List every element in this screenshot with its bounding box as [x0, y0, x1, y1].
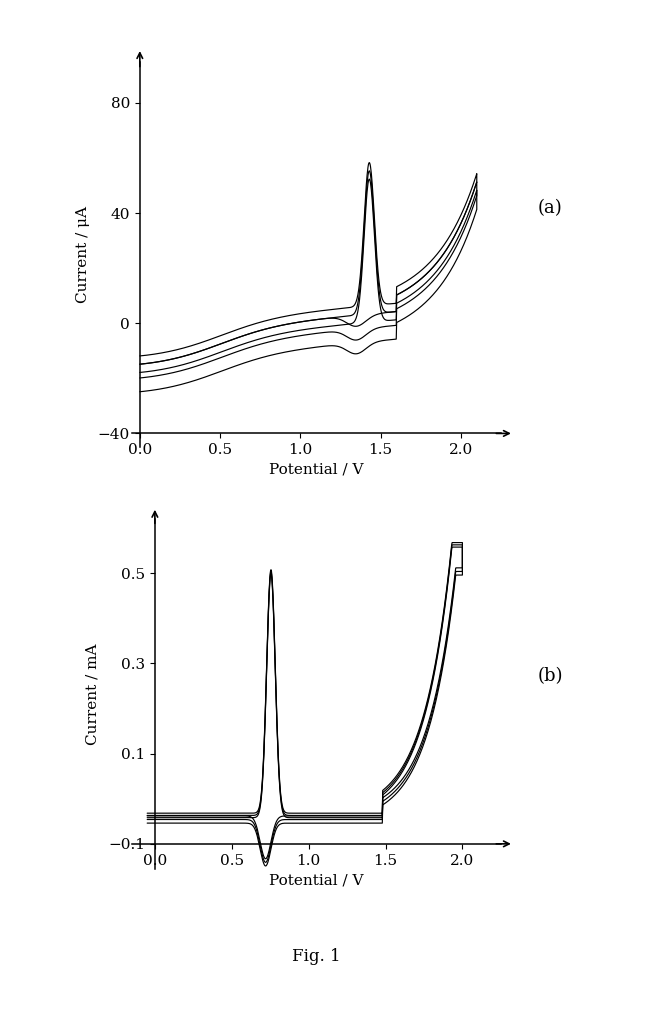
- Y-axis label: Current / mA: Current / mA: [86, 644, 100, 744]
- Y-axis label: Current / μA: Current / μA: [76, 206, 90, 303]
- Text: (a): (a): [538, 199, 563, 217]
- Text: (b): (b): [538, 667, 563, 686]
- Text: Fig. 1: Fig. 1: [292, 948, 341, 965]
- X-axis label: Potential / V: Potential / V: [269, 873, 364, 887]
- X-axis label: Potential / V: Potential / V: [269, 463, 364, 477]
